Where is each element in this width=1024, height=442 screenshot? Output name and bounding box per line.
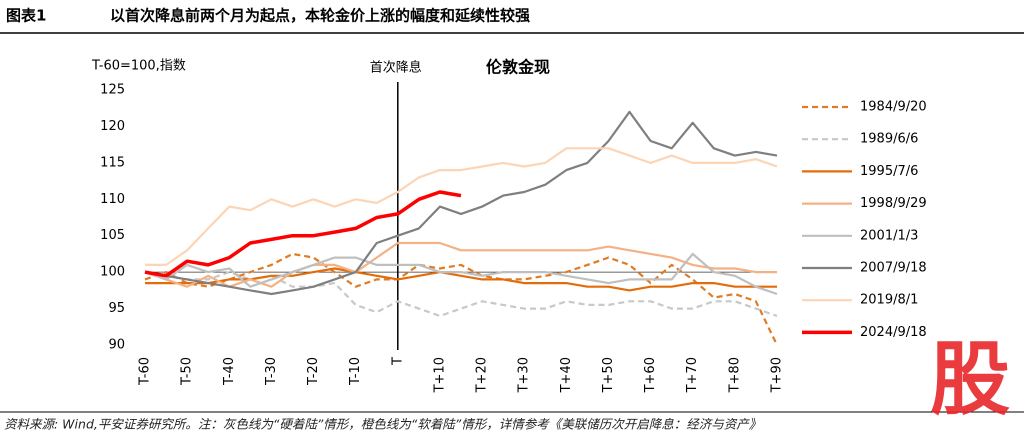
- y-tick-label: 90: [108, 338, 125, 353]
- y-axis-label: T-60=100,指数: [91, 59, 186, 74]
- series-line: [144, 271, 778, 317]
- x-tick-label: T-50: [180, 357, 195, 386]
- legend-label: 2024/9/18: [860, 325, 927, 340]
- series-line: [144, 241, 777, 288]
- x-tick-label: T+70: [685, 357, 700, 393]
- source-note: 资料来源: Wind,平安证券研究所。注：灰色线为“硬着陆”情形，橙色线为“软着…: [4, 417, 761, 432]
- series-line: [144, 110, 778, 296]
- legend-label: 1984/9/20: [860, 100, 927, 115]
- legend-label: 2001/1/3: [860, 228, 918, 243]
- y-tick-label: 125: [100, 83, 125, 98]
- chart-title: 伦敦金现: [486, 58, 550, 77]
- x-tick-label: T+50: [601, 357, 616, 393]
- legend-label: 2007/9/18: [860, 261, 927, 276]
- y-tick-label: 95: [108, 301, 125, 316]
- x-tick-label: T: [390, 357, 405, 366]
- series-line: [145, 147, 778, 266]
- x-tick-label: T+20: [475, 357, 490, 393]
- figure-label: 图表1: [6, 7, 46, 25]
- legend-label: 1998/9/29: [860, 196, 927, 211]
- legend-label: 2019/8/1: [860, 293, 918, 308]
- legend-label: 1995/7/6: [860, 164, 918, 179]
- series-line: [144, 252, 778, 346]
- x-tick-label: T+40: [559, 357, 574, 393]
- x-tick-label: T-20: [306, 357, 321, 386]
- event-annotation: 首次降息: [370, 60, 422, 76]
- x-tick-label: T-40: [222, 357, 237, 386]
- y-tick-label: 105: [100, 228, 125, 243]
- series-line: [144, 190, 462, 278]
- x-tick-label: T+10: [432, 357, 447, 393]
- x-tick-label: T+60: [643, 357, 658, 393]
- x-tick-label: T-10: [348, 357, 363, 386]
- legend-label: 1989/6/6: [860, 132, 918, 147]
- x-tick-label: T-30: [264, 357, 279, 386]
- series-line: [144, 252, 778, 296]
- figure-title: 以首次降息前两个月为起点，本轮金价上涨的幅度和延续性较强: [110, 7, 530, 25]
- y-tick-label: 115: [100, 155, 125, 170]
- plot: 90 95 100 105 110 115 120 125 T-60 T-50 T-40 T-30 T-…: [100, 60, 927, 394]
- x-tick-label: T-60: [138, 357, 153, 386]
- x-tick-label: T+80: [727, 357, 742, 393]
- watermark: 股: [930, 333, 1010, 426]
- x-tick-label: T+90: [770, 357, 785, 393]
- y-tick-label: 110: [100, 192, 125, 207]
- y-tick-label: 100: [100, 265, 125, 280]
- x-tick-label: T+30: [517, 357, 532, 393]
- y-tick-label: 120: [100, 119, 125, 134]
